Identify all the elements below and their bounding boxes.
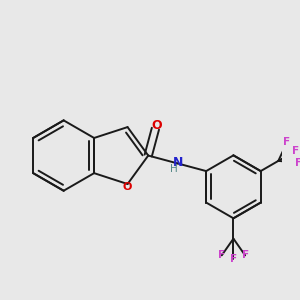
Text: H: H (170, 164, 178, 174)
Text: F: F (292, 146, 299, 156)
Text: F: F (218, 250, 225, 260)
Text: F: F (284, 137, 290, 147)
Text: F: F (295, 158, 300, 168)
Text: O: O (151, 118, 162, 131)
Text: O: O (123, 182, 132, 192)
Text: F: F (230, 254, 237, 264)
Text: N: N (173, 156, 184, 169)
Text: F: F (242, 250, 249, 260)
